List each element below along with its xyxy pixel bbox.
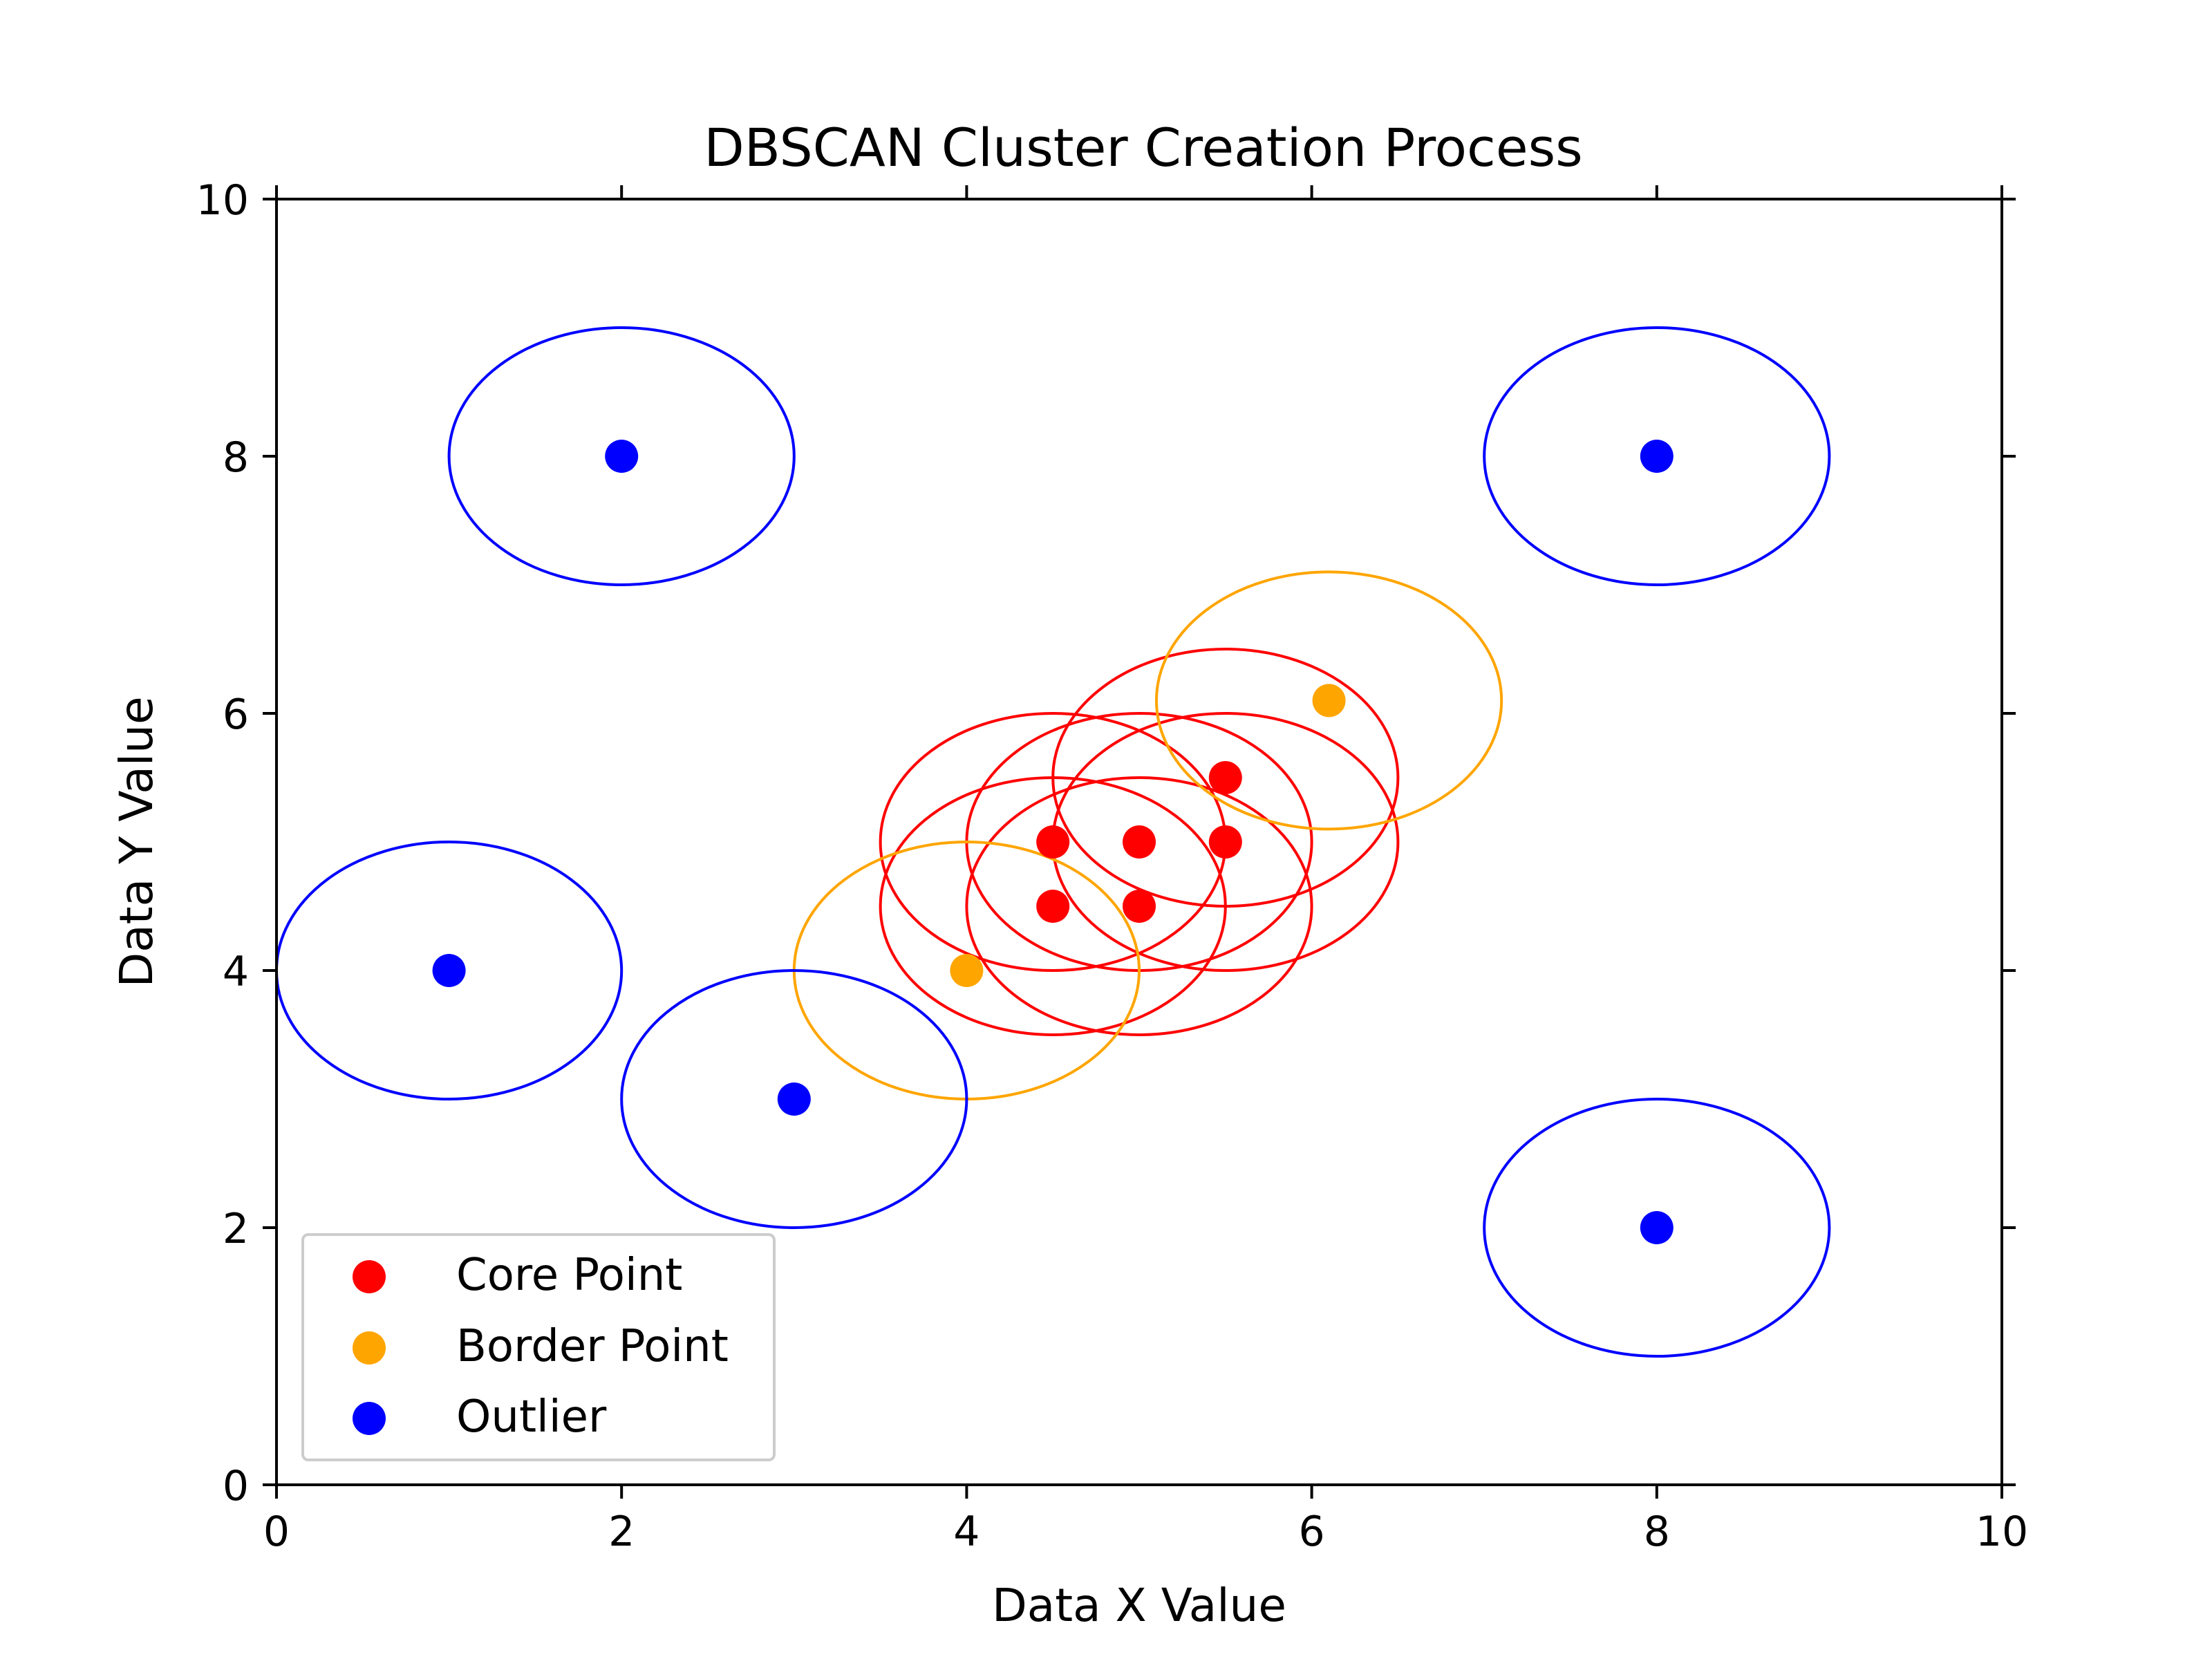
y-tick-label-1: 2 (223, 1205, 249, 1253)
outlier-marker-4 (1640, 1211, 1674, 1244)
core-point-marker-3 (1036, 890, 1070, 923)
legend-label-outlier: Outlier (456, 1391, 607, 1443)
core-point-marker-5 (1208, 825, 1242, 859)
core-point-marker-2 (1208, 761, 1242, 794)
chart-title: DBSCAN Cluster Creation Process (704, 117, 1583, 178)
legend-marker-outlier (353, 1402, 386, 1435)
core-point-marker-4 (1123, 890, 1156, 923)
y-tick-label-3: 6 (223, 691, 249, 739)
x-tick-label-3: 6 (1299, 1508, 1325, 1556)
outlier-marker-0 (605, 440, 639, 473)
border-point-eps-circle-1 (1154, 570, 1503, 831)
legend-box (301, 1233, 776, 1461)
plot-frame (275, 198, 2003, 1486)
outlier-marker-3 (777, 1082, 811, 1116)
outlier-eps-circle-3 (620, 969, 968, 1229)
legend: Core Point Border Point Outlier (301, 1233, 776, 1461)
border-point-marker-1 (1312, 684, 1346, 718)
x-tick-label-0: 0 (263, 1508, 290, 1556)
x-tick-label-5: 10 (1976, 1508, 2028, 1556)
core-point-eps-circle-4 (965, 776, 1313, 1036)
core-point-marker-0 (1036, 825, 1070, 859)
legend-label-border-point: Border Point (456, 1321, 729, 1372)
legend-marker-core-point (353, 1260, 386, 1293)
outlier-eps-circle-0 (447, 326, 796, 586)
x-tick-label-2: 4 (953, 1508, 980, 1556)
core-point-eps-circle-3 (879, 776, 1227, 1036)
x-tick-label-4: 8 (1644, 1508, 1670, 1556)
y-axis-label: Data Y Value (110, 696, 163, 987)
border-point-marker-0 (950, 954, 984, 987)
outlier-eps-circle-1 (1483, 326, 1831, 586)
outlier-marker-2 (432, 954, 466, 987)
legend-label-core-point: Core Point (456, 1250, 682, 1301)
y-tick-label-0: 0 (223, 1462, 249, 1510)
x-axis-label: Data X Value (992, 1579, 1286, 1632)
outlier-eps-circle-4 (1483, 1098, 1831, 1358)
legend-marker-border-point (353, 1331, 386, 1365)
x-tick-label-1: 2 (608, 1508, 635, 1556)
outlier-marker-1 (1640, 440, 1674, 473)
y-tick-label-5: 10 (196, 176, 249, 225)
axis-ticks: 0 2 4 6 8 10 0 2 4 6 8 10 (196, 176, 2029, 1556)
y-tick-label-2: 4 (223, 948, 249, 996)
plot-marks (274, 326, 1831, 1358)
y-tick-label-4: 8 (223, 433, 249, 482)
core-point-marker-1 (1123, 825, 1156, 859)
